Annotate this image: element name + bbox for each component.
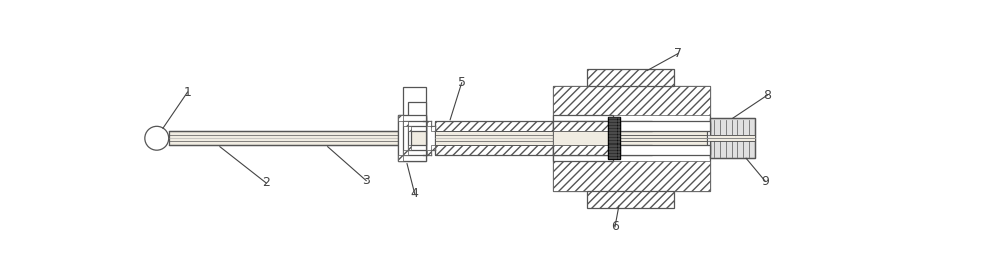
Bar bbox=[435, 145, 553, 155]
Bar bbox=[553, 155, 613, 161]
Bar bbox=[403, 121, 408, 126]
Bar bbox=[403, 87, 426, 121]
Bar bbox=[435, 121, 553, 155]
Bar bbox=[553, 131, 613, 145]
Bar bbox=[408, 102, 426, 126]
Bar bbox=[613, 145, 652, 155]
Text: 3: 3 bbox=[362, 174, 370, 187]
Bar bbox=[587, 69, 674, 86]
Bar bbox=[707, 123, 710, 154]
Bar bbox=[398, 155, 403, 161]
Circle shape bbox=[145, 126, 169, 150]
Bar bbox=[710, 118, 755, 158]
Text: 4: 4 bbox=[411, 187, 419, 200]
Bar bbox=[553, 115, 613, 121]
Bar bbox=[553, 121, 613, 155]
Bar bbox=[710, 118, 755, 158]
Bar bbox=[411, 117, 426, 131]
Bar bbox=[620, 121, 710, 131]
Text: 8: 8 bbox=[763, 89, 771, 102]
Text: 2: 2 bbox=[262, 176, 270, 189]
Bar bbox=[169, 131, 411, 145]
Bar bbox=[553, 161, 710, 191]
Bar bbox=[408, 145, 411, 150]
Bar bbox=[398, 115, 426, 161]
Bar bbox=[587, 191, 674, 207]
Bar bbox=[427, 121, 431, 126]
Bar bbox=[553, 86, 710, 115]
Text: 9: 9 bbox=[761, 175, 769, 188]
Bar bbox=[411, 131, 426, 145]
Text: 1: 1 bbox=[184, 85, 191, 99]
Text: 6: 6 bbox=[611, 220, 619, 233]
Bar bbox=[403, 121, 426, 155]
Bar bbox=[435, 131, 553, 145]
Bar bbox=[408, 126, 426, 150]
Bar bbox=[435, 121, 553, 131]
Bar bbox=[427, 150, 431, 155]
Bar bbox=[431, 145, 435, 150]
Bar bbox=[613, 145, 652, 155]
Bar bbox=[398, 115, 426, 161]
Bar bbox=[613, 121, 652, 131]
Bar bbox=[553, 131, 710, 145]
Bar bbox=[403, 150, 408, 155]
Bar bbox=[620, 145, 710, 155]
Text: 7: 7 bbox=[674, 47, 682, 60]
Bar bbox=[553, 86, 710, 191]
Bar bbox=[408, 126, 411, 131]
Bar bbox=[613, 121, 652, 131]
Bar bbox=[398, 115, 403, 121]
Bar bbox=[431, 126, 435, 131]
Bar bbox=[710, 135, 755, 141]
Text: 5: 5 bbox=[458, 76, 466, 89]
Bar bbox=[608, 117, 620, 159]
